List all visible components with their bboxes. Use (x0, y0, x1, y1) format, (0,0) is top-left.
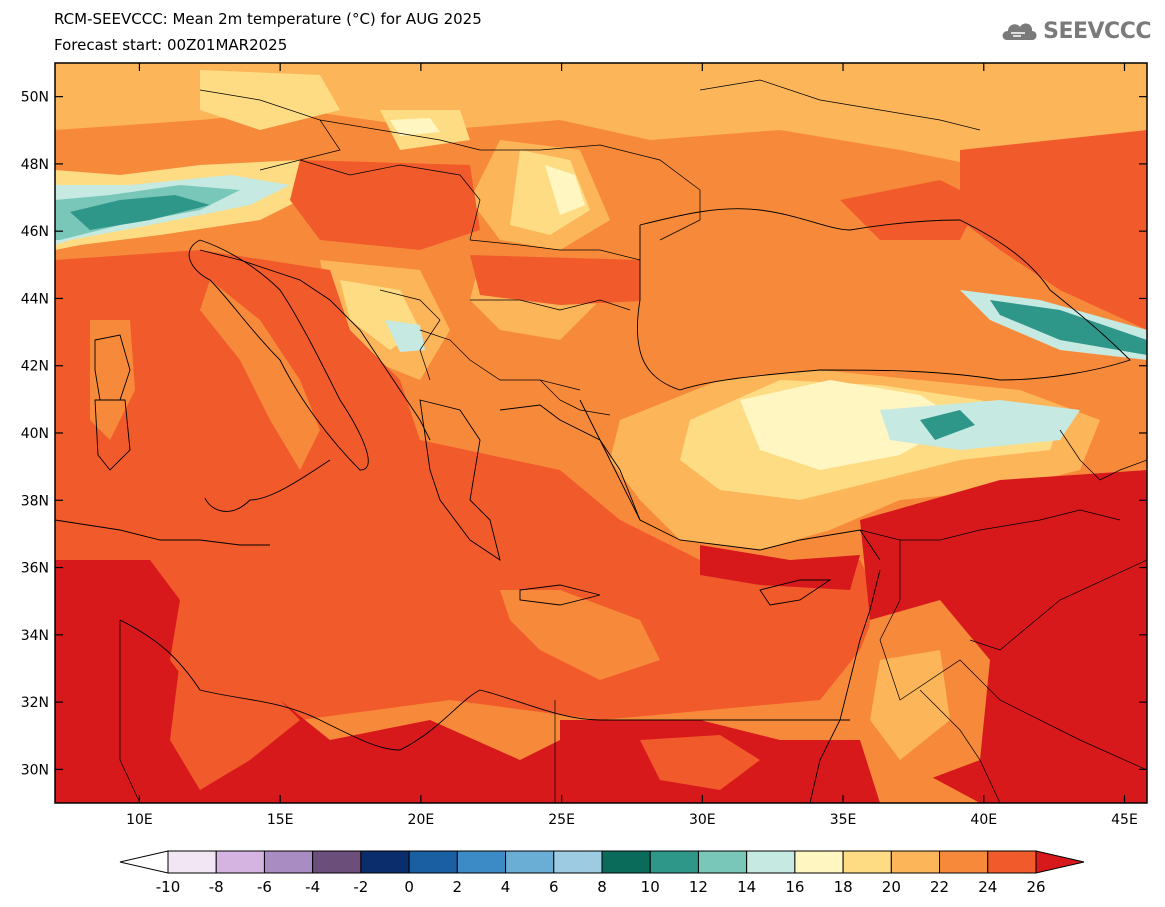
title: RCM-SEEVCCC: Mean 2m temperature (°C) fo… (54, 10, 482, 28)
lat-tick-label: 46N (21, 224, 49, 240)
colorbar-swatch (456, 850, 507, 874)
colorbar-label: -8 (209, 878, 224, 896)
colorbar-label: 26 (1026, 878, 1045, 896)
lat-tick-label: 40N (21, 426, 49, 442)
colorbar-label: -4 (305, 878, 320, 896)
coastlines (55, 208, 1131, 803)
colorbar-label: 16 (785, 878, 804, 896)
lon-tick-label: 40E (970, 812, 997, 828)
colorbar-label: 24 (978, 878, 997, 896)
colorbar-swatch (312, 850, 362, 874)
colorbar-swatch (408, 850, 458, 874)
colorbar-label: -6 (257, 878, 272, 896)
lat-tick-label: 48N (21, 157, 49, 173)
colorbar-swatch (505, 850, 555, 874)
seevccc-logo: SEEVCCC (999, 18, 1151, 44)
lat-tick-label: 50N (21, 90, 49, 106)
colorbar-low-arrow (119, 850, 169, 874)
colorbar-high-arrow (1035, 850, 1085, 874)
colorbar-label: 6 (549, 878, 559, 896)
lat-tick-label: 34N (21, 628, 49, 644)
colorbar-swatch (987, 850, 1037, 874)
colorbar-label: 0 (404, 878, 414, 896)
lon-tick-label: 15E (267, 812, 294, 828)
longitude-ticks: 10E 15E 20E 25E 30E 35E 40E 45E (126, 63, 1138, 828)
lat-tick-label: 30N (21, 762, 49, 778)
colorbar-label: 20 (882, 878, 901, 896)
colorbar-label: 22 (930, 878, 949, 896)
logo-text: SEEVCCC (1043, 18, 1151, 44)
colorbar-label: -10 (156, 878, 181, 896)
latitude-ticks: 30N 32N 34N 36N 38N 40N 42N 44N 46N 48N 50N (21, 90, 1147, 778)
colorbar-swatch (360, 850, 410, 874)
colorbar-swatch (263, 850, 314, 874)
colorbar-swatch (697, 850, 748, 874)
lon-tick-label: 20E (408, 812, 435, 828)
cloud-logo-icon (1002, 23, 1037, 40)
colorbar-swatch (939, 850, 989, 874)
colorbar-swatch (553, 850, 603, 874)
colorbar-swatch (601, 850, 651, 874)
lat-tick-label: 42N (21, 359, 49, 375)
colorbar-swatch (746, 850, 796, 874)
colorbar-label: 2 (453, 878, 463, 896)
lon-tick-label: 30E (689, 812, 716, 828)
lon-tick-label: 10E (126, 812, 153, 828)
colorbar-swatch (167, 850, 217, 874)
colorbar-label: 10 (641, 878, 660, 896)
colorbar: -10 -8 -6 -4 -2 0 2 4 6 8 10 12 14 16 18 20 22 24 26 (119, 850, 1085, 896)
lat-tick-label: 32N (21, 695, 49, 711)
colorbar-swatch (842, 850, 892, 874)
lat-tick-label: 36N (21, 561, 49, 577)
colorbar-label: 4 (501, 878, 511, 896)
colorbar-label: 18 (834, 878, 853, 896)
colorbar-swatch (890, 850, 941, 874)
country-borders (119, 79, 1147, 803)
colorbar-swatch (649, 850, 699, 874)
lat-tick-label: 44N (21, 291, 49, 307)
lat-tick-label: 38N (21, 493, 49, 509)
subtitle: Forecast start: 00Z01MAR2025 (54, 36, 288, 54)
colorbar-label: 12 (689, 878, 708, 896)
colorbar-swatch (215, 850, 265, 874)
temperature-field (55, 63, 1147, 803)
colorbar-label: 14 (737, 878, 756, 896)
colorbar-label: 8 (597, 878, 607, 896)
colorbar-swatch (794, 850, 844, 874)
lon-tick-label: 45E (1111, 812, 1138, 828)
lon-tick-label: 35E (830, 812, 857, 828)
lon-tick-label: 25E (548, 812, 575, 828)
colorbar-label: -2 (353, 878, 368, 896)
